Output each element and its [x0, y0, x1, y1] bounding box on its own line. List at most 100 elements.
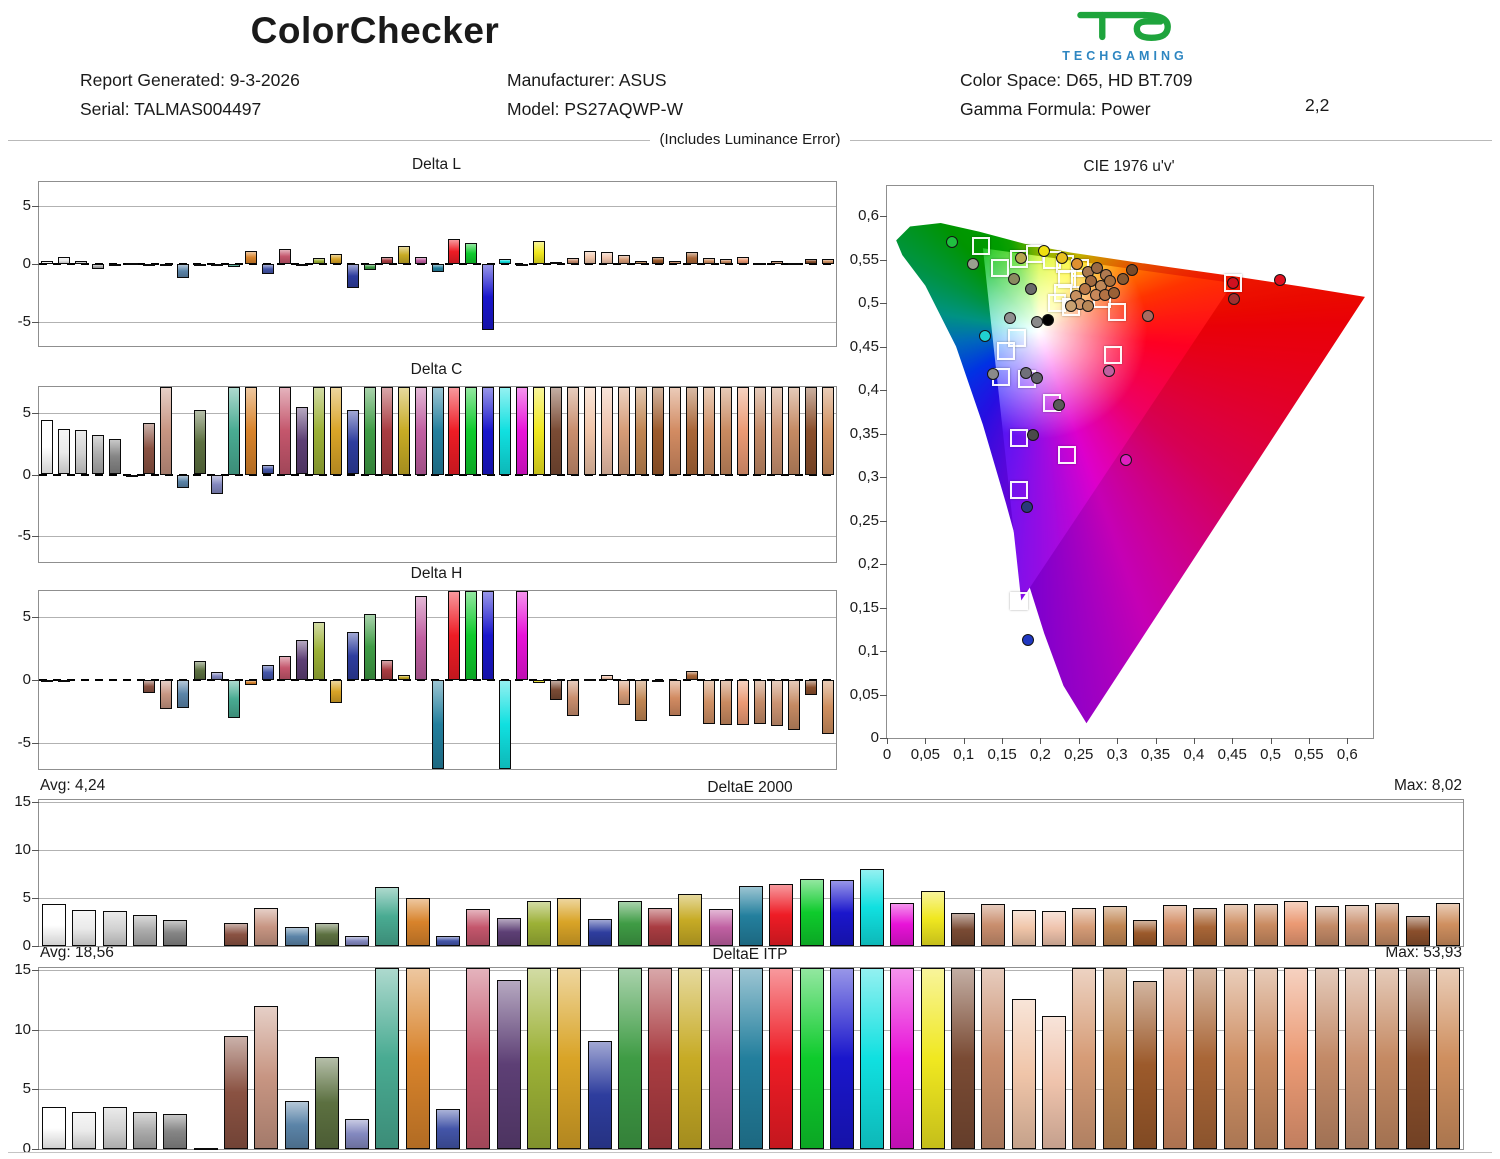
bar-patch-16: [295, 264, 308, 266]
cie-x-tick-label: 0,4: [1183, 746, 1205, 763]
y-tickmark: [32, 680, 39, 681]
cie-x-tick-label: 0,05: [910, 746, 940, 763]
bar-patch-43: [753, 387, 766, 475]
measured-point: [1103, 364, 1116, 377]
bar-patch-22: [397, 674, 410, 680]
bar-patch-26: [465, 387, 478, 475]
bar-patch-40: [1223, 903, 1248, 946]
bar-patch-10: [314, 922, 339, 946]
bar-patch-42: [736, 387, 749, 475]
bar-patch-7: [143, 264, 156, 266]
bar-patch-33: [1011, 998, 1036, 1149]
measured-point: [1025, 283, 1038, 296]
bar-patch-27: [482, 387, 495, 475]
bar-patch-44: [1344, 968, 1369, 1149]
cie-x-tick-label: 0,15: [987, 746, 1017, 763]
measured-point: [979, 330, 992, 343]
bar-patch-37: [1132, 920, 1157, 946]
reference-square: [1104, 346, 1123, 365]
measured-point: [1031, 316, 1044, 329]
techgaming-logo: TECHGAMING: [1040, 6, 1210, 66]
measured-point: [1038, 244, 1051, 257]
bar-patch-2: [72, 910, 97, 946]
y-tickmark: [32, 1029, 39, 1031]
bar-patch-8: [160, 387, 173, 475]
bar-patch-24: [431, 264, 444, 273]
bar-patch-16: [295, 639, 308, 680]
bar-patch-11: [211, 672, 224, 680]
cie-y-tickmark: [880, 607, 887, 609]
cie-x-tickmark: [1193, 738, 1195, 744]
bar-patch-25: [448, 238, 461, 264]
bar-patch-23: [414, 596, 427, 680]
measured-point: [1003, 311, 1016, 324]
bar-patch-35: [618, 680, 631, 706]
bar-patch-39: [685, 387, 698, 475]
bar-patch-4: [92, 264, 105, 269]
bar-patch-16: [496, 918, 521, 946]
bar-patch-35: [1072, 907, 1097, 946]
report-generated: Report Generated: 9-3-2026: [80, 70, 300, 90]
bar-patch-47: [821, 387, 834, 475]
bar-patch-3: [102, 1107, 127, 1149]
reference-square: [1008, 328, 1027, 347]
bar-patch-29: [516, 591, 529, 680]
bar-patch-18: [557, 897, 582, 946]
bar-patch-29: [890, 902, 915, 946]
bar-patch-36: [634, 680, 647, 722]
y-tickmark: [32, 536, 39, 538]
manufacturer: Manufacturer: ASUS: [507, 70, 667, 90]
cie-y-tickmark: [880, 433, 887, 435]
y-tick-label: 0: [22, 937, 31, 954]
bar-patch-42: [736, 680, 749, 726]
bar-patch-2: [58, 680, 71, 682]
bar-patch-30: [920, 891, 945, 946]
bar-patch-33: [1011, 910, 1036, 946]
bar-patch-17: [526, 968, 551, 1149]
bar-patch-10: [194, 410, 207, 475]
zero-baseline: [39, 473, 836, 476]
bar-patch-25: [769, 883, 794, 946]
bar-patch-19: [346, 410, 359, 475]
bar-patch-14: [436, 1108, 461, 1149]
bar-patch-27: [482, 591, 495, 680]
bar-patch-12: [375, 968, 400, 1149]
measured-point: [1015, 251, 1028, 264]
delta-c-chart: 5 0 -5: [18, 386, 837, 563]
reference-square: [990, 259, 1009, 278]
gridline: [39, 321, 836, 323]
reference-square: [971, 237, 990, 256]
bar-patch-46: [804, 387, 817, 475]
bar-patch-2: [58, 428, 71, 475]
cie-y-tick-label: 0,05: [849, 685, 879, 703]
cie-y-tickmark: [880, 520, 887, 522]
gridline: [39, 617, 836, 619]
bar-patch-45: [787, 387, 800, 475]
bar-patch-7: [223, 1035, 248, 1149]
bar-patch-35: [618, 387, 631, 475]
y-tickmark: [32, 617, 39, 619]
measured-point: [1071, 257, 1084, 270]
bar-patch-34: [1041, 1015, 1066, 1149]
bar-patch-18: [329, 253, 342, 264]
bar-patch-28: [499, 259, 512, 264]
bar-patch-14: [436, 936, 461, 946]
bar-patch-19: [587, 1040, 612, 1149]
bar-patch-3: [75, 260, 88, 264]
bar-patch-43: [753, 680, 766, 724]
reference-square: [1009, 481, 1028, 500]
bar-patch-20: [363, 387, 376, 475]
y-tick-label: 0: [22, 671, 31, 688]
cie-y-tick-label: 0,1: [858, 642, 879, 659]
cie-x-tickmark: [1347, 738, 1349, 744]
bar-patch-23: [414, 257, 427, 264]
reference-square: [1058, 446, 1077, 465]
bar-patch-18: [329, 680, 342, 703]
bar-patch-34: [601, 387, 614, 475]
bar-patch-31: [951, 913, 976, 946]
measured-point: [966, 257, 979, 270]
bar-patch-34: [601, 674, 614, 680]
bar-patch-38: [668, 387, 681, 475]
bar-patch-16: [496, 979, 521, 1149]
measured-point: [986, 368, 999, 381]
